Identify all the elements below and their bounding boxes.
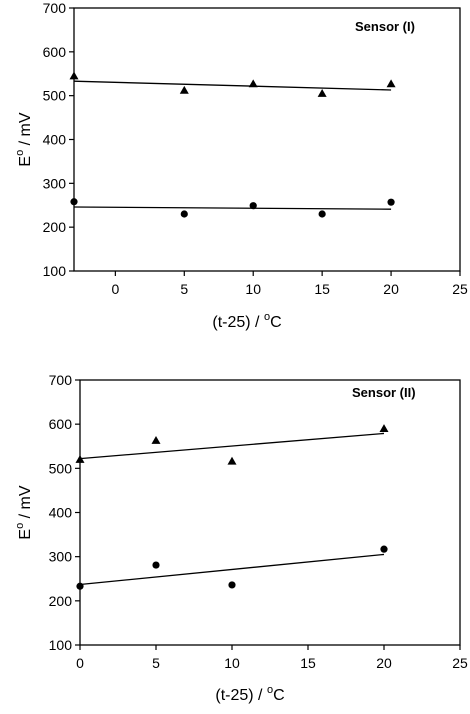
x-tick-label: 20 [383, 281, 399, 297]
x-axis-label-text: (t-25) / [212, 314, 264, 331]
circle-point [249, 202, 257, 210]
sensor-annotation: Sensor (I) [355, 19, 415, 34]
y-axis-label-text-end: / mV [17, 112, 34, 150]
y-tick-label: 400 [43, 132, 67, 148]
x-tick-label: 20 [376, 655, 392, 671]
fit-line [73, 80, 392, 91]
y-tick-label: 600 [49, 416, 73, 432]
chart-panel-1: 100 200 300 400 500 600 700 0 5 10 15 20 25 (t-25) / … [14, 0, 468, 331]
circle-point [387, 198, 395, 206]
y-tick-label: 500 [43, 88, 67, 104]
triangle-point [317, 88, 327, 97]
x-axis-label: (t-25) / oC [215, 684, 284, 704]
x-axis-label-superscript: o [267, 684, 273, 696]
y-tick-label: 700 [49, 372, 73, 388]
y-tick-label: 400 [49, 505, 73, 521]
sensor-annotation: Sensor (II) [352, 385, 416, 400]
series-circle [70, 198, 395, 218]
x-axis-label-text-end: C [273, 687, 285, 704]
circle-point [180, 210, 188, 218]
fit-line [79, 432, 385, 460]
series-triangle [75, 424, 389, 465]
series-triangle [69, 71, 396, 97]
y-axis-label: Eo / mV [14, 485, 34, 539]
triangle-point [379, 424, 389, 432]
circle-point [152, 561, 160, 569]
x-axis-label-text: (t-25) / [215, 687, 267, 704]
plot-frame [79, 379, 461, 646]
fit-line [79, 553, 385, 586]
y-axis-label-text-end: / mV [17, 485, 34, 523]
triangle-point [151, 436, 161, 444]
x-axis-label: (t-25) / oC [212, 311, 281, 331]
y-tick-label: 700 [43, 0, 67, 16]
y-tick-label: 100 [49, 637, 73, 653]
y-axis-label: Eo / mV [14, 112, 34, 166]
triangle-point [75, 455, 85, 463]
circle-point [76, 582, 84, 590]
y-tick-label: 500 [49, 460, 73, 476]
triangle-point [386, 79, 396, 88]
y-tick-label: 200 [43, 219, 67, 235]
series-circle [76, 545, 388, 590]
y-axis-label-text: E [17, 156, 34, 167]
circle-point [318, 210, 326, 218]
y-tick-label: 600 [43, 44, 67, 60]
x-tick-label: 10 [224, 655, 240, 671]
x-tick-label: 15 [300, 655, 316, 671]
triangle-point [227, 456, 237, 465]
x-axis-label-text-end: C [270, 314, 282, 331]
y-axis-label-superscript: o [14, 150, 26, 156]
x-tick-label: 10 [245, 281, 261, 297]
triangle-point [248, 79, 258, 88]
circle-point [380, 545, 388, 553]
y-tick-label: 300 [49, 549, 73, 565]
triangle-point [69, 71, 79, 80]
y-tick-label: 100 [43, 263, 67, 279]
x-tick-label: 15 [314, 281, 330, 297]
x-tick-label: 5 [152, 655, 160, 671]
x-tick-label: 25 [452, 281, 468, 297]
triangle-point [179, 85, 189, 94]
y-tick-label: 300 [43, 175, 67, 191]
circle-point [228, 581, 236, 589]
circle-point [70, 198, 78, 206]
x-tick-label: 0 [111, 281, 119, 297]
x-axis-label-superscript: o [264, 311, 270, 323]
y-axis-label-superscript: o [14, 523, 26, 529]
fit-line [73, 206, 392, 210]
x-tick-label: 0 [76, 655, 84, 671]
y-tick-label: 200 [49, 593, 73, 609]
y-axis-label-text: E [17, 529, 34, 540]
x-tick-label: 25 [452, 655, 468, 671]
x-tick-label: 5 [180, 281, 188, 297]
plot-frame [73, 7, 461, 272]
chart-panel-2: 100 200 300 400 500 600 700 0 5 10 15 20 25 (t-25) / … [14, 372, 468, 704]
